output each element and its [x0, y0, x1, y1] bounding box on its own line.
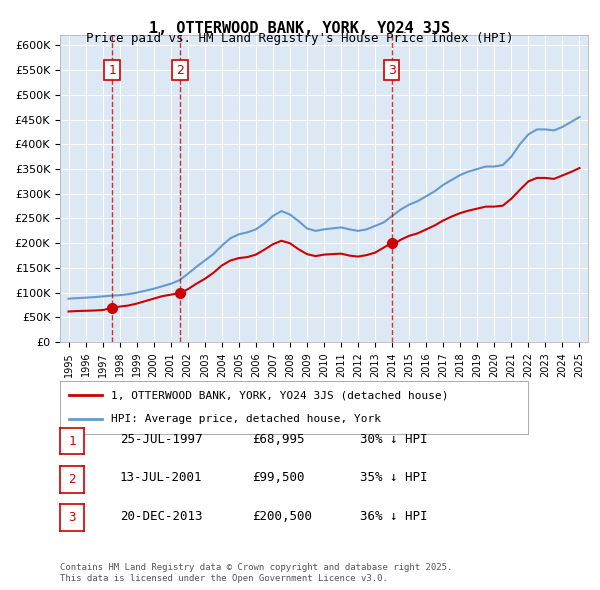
Text: 1: 1 [68, 434, 76, 448]
Text: 35% ↓ HPI: 35% ↓ HPI [360, 471, 427, 484]
Text: 36% ↓ HPI: 36% ↓ HPI [360, 510, 427, 523]
Text: 3: 3 [68, 511, 76, 525]
Text: 2: 2 [176, 64, 184, 77]
Text: 1, OTTERWOOD BANK, YORK, YO24 3JS (detached house): 1, OTTERWOOD BANK, YORK, YO24 3JS (detac… [112, 391, 449, 401]
Text: HPI: Average price, detached house, York: HPI: Average price, detached house, York [112, 414, 382, 424]
Text: 3: 3 [388, 64, 395, 77]
Text: 25-JUL-1997: 25-JUL-1997 [120, 433, 203, 446]
Text: 20-DEC-2013: 20-DEC-2013 [120, 510, 203, 523]
Text: 13-JUL-2001: 13-JUL-2001 [120, 471, 203, 484]
Text: £99,500: £99,500 [252, 471, 305, 484]
Text: 2: 2 [68, 473, 76, 486]
Text: £68,995: £68,995 [252, 433, 305, 446]
Text: Price paid vs. HM Land Registry's House Price Index (HPI): Price paid vs. HM Land Registry's House … [86, 32, 514, 45]
Text: £200,500: £200,500 [252, 510, 312, 523]
Text: Contains HM Land Registry data © Crown copyright and database right 2025.
This d: Contains HM Land Registry data © Crown c… [60, 563, 452, 583]
Text: 1, OTTERWOOD BANK, YORK, YO24 3JS: 1, OTTERWOOD BANK, YORK, YO24 3JS [149, 21, 451, 35]
Text: 30% ↓ HPI: 30% ↓ HPI [360, 433, 427, 446]
Text: 1: 1 [108, 64, 116, 77]
